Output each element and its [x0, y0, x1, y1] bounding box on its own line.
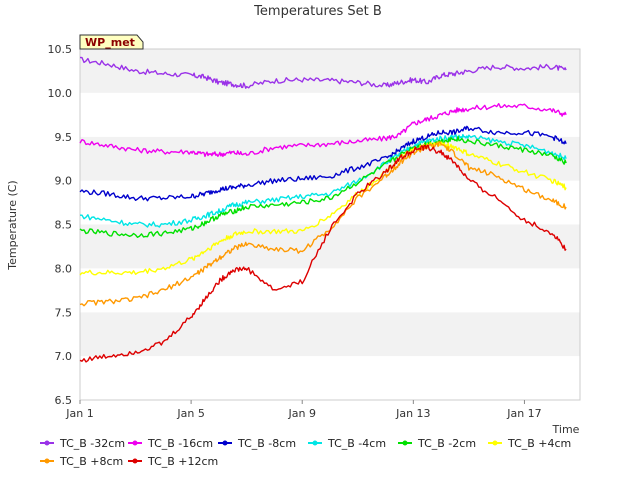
x-axis-label: Time — [552, 423, 580, 436]
plot-frame — [79, 48, 581, 401]
legend-label: TC_B +12cm — [147, 455, 218, 468]
y-axis-ticks: 6.5 7.0 7.5 8.0 8.5 9.0 9.5 10.0 10.5 — [48, 43, 73, 407]
y-tick-label: 8.0 — [55, 262, 73, 275]
site-badge-shape — [79, 34, 144, 50]
legend-label: TC_B -2cm — [417, 437, 476, 450]
site-badge-label: WP_met — [85, 36, 135, 49]
x-tick-label: Jan 9 — [287, 407, 315, 420]
y-tick-label: 7.5 — [55, 306, 73, 319]
x-tick-label: Jan 17 — [506, 407, 541, 420]
series-line — [79, 135, 567, 239]
legend-marker — [312, 440, 318, 446]
legend-label: TC_B -32cm — [59, 437, 125, 450]
grid-band — [80, 49, 580, 93]
series-line — [79, 141, 567, 276]
legend-marker — [222, 440, 228, 446]
series-line — [79, 102, 567, 158]
legend-marker — [402, 440, 408, 446]
y-tick-label: 6.5 — [55, 394, 73, 407]
series-line — [79, 141, 567, 307]
x-tick-label: Jan 13 — [395, 407, 430, 420]
legend-label: TC_B -16cm — [147, 437, 213, 450]
series-line — [79, 144, 567, 363]
x-axis-ticks: Jan 1 Jan 5 Jan 9 Jan 13 Jan 17 — [65, 400, 542, 420]
grid-band — [80, 180, 580, 225]
series-line — [79, 125, 567, 202]
legend-label: TC_B +8cm — [59, 455, 123, 468]
legend-label: TC_B +4cm — [507, 437, 571, 450]
legend-marker — [492, 440, 498, 446]
grid-band — [80, 268, 580, 313]
y-tick-label: 10.5 — [48, 43, 73, 56]
legend: TC_B -32cm TC_B -16cm TC_B -8cm TC_B -4cm TC… — [40, 437, 571, 468]
legend-marker — [132, 458, 138, 464]
legend-marker — [44, 458, 50, 464]
legend-marker — [132, 440, 138, 446]
legend-label: TC_B -4cm — [327, 437, 386, 450]
y-axis-label: Temperature (C) — [6, 180, 19, 270]
series-lines — [79, 56, 567, 363]
x-tick-label: Jan 1 — [65, 407, 93, 420]
legend-marker — [44, 440, 50, 446]
series-line — [79, 56, 567, 89]
y-tick-label: 8.5 — [55, 219, 73, 232]
site-badge: WP_met — [79, 34, 144, 50]
y-tick-label: 7.0 — [55, 350, 73, 363]
grid-band — [80, 356, 580, 400]
y-tick-label: 9.0 — [55, 175, 73, 188]
series-line — [80, 133, 567, 228]
y-tick-label: 10.0 — [48, 87, 73, 100]
x-tick-label: Jan 5 — [176, 407, 204, 420]
y-tick-label: 9.5 — [55, 131, 73, 144]
legend-label: TC_B -8cm — [237, 437, 296, 450]
grid-band — [80, 312, 580, 357]
grid-band — [80, 92, 580, 137]
chart-title: Temperatures Set B — [253, 4, 382, 19]
